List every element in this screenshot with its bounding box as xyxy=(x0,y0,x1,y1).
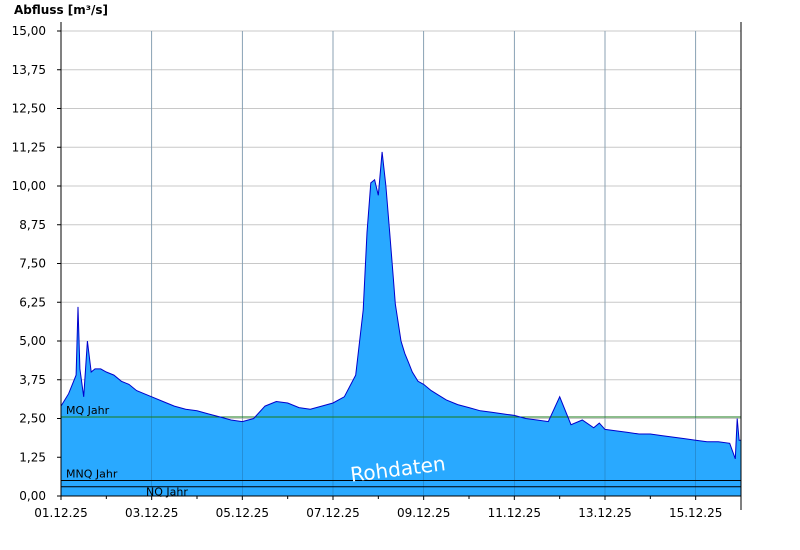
y-tick-labels: 0,00 1,25 2,50 3,75 5,00 6,25 7,50 8,75 10,00 11,… xyxy=(12,24,46,503)
reference-line-label: NQ Jahr xyxy=(146,486,188,499)
y-tick-label: 5,00 xyxy=(19,334,46,348)
x-tick-label: 07.12.25 xyxy=(306,506,359,520)
y-tick-label: 2,50 xyxy=(19,412,46,426)
x-tick-label: 03.12.25 xyxy=(125,506,178,520)
y-tick-label: 8,75 xyxy=(19,218,46,232)
y-tick-label: 0,00 xyxy=(19,489,46,503)
discharge-line xyxy=(60,151,741,459)
y-tick-label: 15,00 xyxy=(12,24,46,38)
y-tick-label: 6,25 xyxy=(19,295,46,309)
y-tick-label: 13,75 xyxy=(12,63,46,77)
reference-line-label: MNQ Jahr xyxy=(66,468,118,481)
reference-lines: MQ Jahr MNQ Jahr NQ Jahr xyxy=(60,31,741,499)
y-tick-label: 10,00 xyxy=(12,179,46,193)
y-tick-label: 11,25 xyxy=(12,140,46,154)
x-tick-label: 15.12.25 xyxy=(669,506,722,520)
x-tick-label: 09.12.25 xyxy=(397,506,450,520)
y-tick-label: 12,50 xyxy=(12,102,46,116)
y-tick-label: 7,50 xyxy=(19,257,46,271)
y-tick-label: 1,25 xyxy=(19,450,46,464)
x-tick-label: 13.12.25 xyxy=(578,506,631,520)
x-tick-labels: 01.12.25 03.12.25 05.12.25 07.12.25 09.12.25… xyxy=(34,506,722,520)
reference-line-label: MQ Jahr xyxy=(66,404,110,417)
y-axis-label: Abfluss [m³/s] xyxy=(14,3,108,17)
x-tick-label: 05.12.25 xyxy=(216,506,269,520)
axes xyxy=(60,22,742,510)
discharge-area xyxy=(61,151,741,496)
y-tick-label: 3,75 xyxy=(19,373,46,387)
x-tick-label: 11.12.25 xyxy=(488,506,541,520)
x-tick-label: 01.12.25 xyxy=(34,506,87,520)
